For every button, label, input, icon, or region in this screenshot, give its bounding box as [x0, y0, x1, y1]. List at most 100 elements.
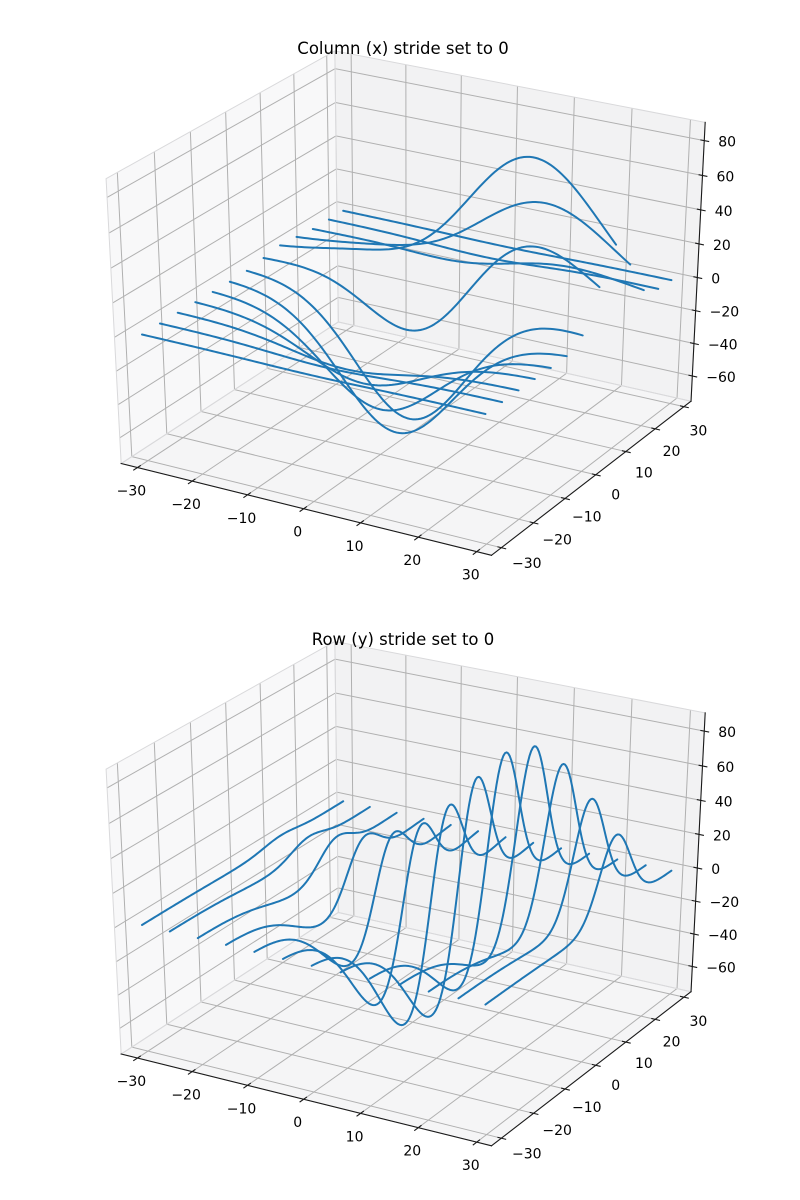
wireframe-line — [228, 280, 568, 435]
y-tick-label: 0 — [611, 1078, 620, 1094]
x-tick-label: −10 — [227, 511, 257, 527]
y-tick-label: −20 — [542, 533, 572, 549]
tick-mark — [187, 1068, 196, 1075]
wireframe-line — [176, 311, 520, 392]
tick-mark — [700, 729, 710, 733]
tick-mark — [651, 427, 661, 431]
wireframe-line — [262, 245, 601, 332]
wireframe-line — [484, 833, 673, 1006]
tick-mark — [356, 1110, 365, 1117]
x-tick-label: 30 — [462, 568, 480, 584]
tick-mark — [679, 995, 689, 999]
x-axis-line — [120, 1053, 493, 1147]
z-tick-label: −20 — [710, 895, 740, 911]
tick-marks — [132, 729, 710, 1146]
z-tick-label: −60 — [706, 370, 736, 386]
tick-mark — [529, 1111, 539, 1116]
y-tick-label: 10 — [635, 465, 653, 481]
z-tick-label: 80 — [718, 135, 736, 151]
wireframe-line — [168, 805, 371, 933]
axis-lines — [120, 121, 706, 557]
x-tick-label: 10 — [346, 1129, 364, 1145]
tick-mark — [472, 1139, 481, 1146]
wireframe-line — [310, 803, 507, 1027]
tick-mark — [689, 342, 699, 346]
y-tick-label: 20 — [663, 444, 681, 460]
y-tick-label: 30 — [689, 1014, 707, 1030]
tick-mark — [472, 548, 481, 556]
tick-mark — [299, 505, 308, 513]
wireframe-line — [327, 218, 660, 290]
tick-labels: −30−20−100102030−30−20−100102030−60−40−2… — [117, 135, 740, 584]
wireframe-line — [295, 201, 632, 266]
tick-mark — [591, 1063, 601, 1067]
z-tick-label: 80 — [718, 725, 736, 741]
tick-mark — [691, 899, 701, 903]
tick-mark — [693, 276, 703, 280]
z-tick-label: 0 — [711, 862, 720, 878]
tick-mark — [694, 833, 705, 836]
wireframe-line — [427, 762, 619, 993]
z-axis-line — [690, 712, 706, 993]
y-tick-label: −30 — [512, 1147, 542, 1163]
x-tick-label: 20 — [403, 1144, 421, 1160]
wireframe-line — [196, 811, 398, 940]
tick-mark — [243, 492, 252, 499]
axis-lines — [120, 712, 706, 1147]
z-tick-label: −20 — [710, 305, 740, 321]
tick-mark — [413, 1124, 422, 1132]
tick-mark — [497, 546, 507, 550]
wireframe-line — [457, 797, 647, 1000]
tick-mark — [679, 405, 689, 409]
wireframe-line — [398, 745, 591, 987]
wireframe — [140, 155, 673, 435]
y-tick-label: 0 — [611, 487, 620, 503]
tick-mark — [621, 450, 631, 454]
x-tick-label: 0 — [293, 1115, 302, 1131]
x-tick-label: −10 — [227, 1101, 257, 1117]
tick-mark — [698, 764, 708, 768]
plot-title-top: Column (x) stride set to 0 — [297, 39, 509, 58]
tick-mark — [696, 208, 706, 212]
tick-mark — [621, 1040, 631, 1044]
plot3d-canvas-top: −30−20−100102030−30−20−100102030−60−40−2… — [105, 50, 740, 584]
tick-mark — [688, 374, 698, 378]
x-tick-label: −30 — [117, 1074, 147, 1090]
wireframe — [140, 745, 673, 1027]
tick-mark — [694, 242, 705, 246]
y-tick-label: 10 — [635, 1056, 653, 1072]
tick-labels: −30−20−100102030−30−20−100102030−60−40−2… — [117, 725, 740, 1174]
wireframe-line — [281, 822, 480, 1007]
wireframe-line — [140, 333, 487, 416]
plot-title-bottom: Row (y) stride set to 0 — [311, 630, 495, 649]
tick-mark — [693, 866, 703, 870]
tick-mark — [651, 1017, 661, 1022]
tick-mark — [132, 464, 142, 471]
y-axis-line — [490, 990, 692, 1147]
pane-back — [334, 50, 706, 402]
z-tick-label: 60 — [716, 169, 734, 185]
tick-mark — [187, 478, 196, 485]
tick-mark — [497, 1136, 507, 1140]
z-axis-line — [690, 121, 706, 402]
z-tick-label: 0 — [711, 272, 720, 288]
tick-mark — [689, 932, 699, 936]
tick-mark — [529, 521, 539, 525]
tick-marks — [132, 139, 710, 556]
y-tick-label: −10 — [572, 510, 602, 526]
pane-left — [106, 50, 339, 464]
wireframe-line — [279, 155, 618, 251]
tick-mark — [356, 520, 365, 527]
x-tick-label: 20 — [403, 553, 421, 569]
y-tick-label: 20 — [663, 1035, 681, 1051]
x-tick-label: −20 — [171, 1088, 201, 1104]
y-tick-label: −20 — [542, 1123, 572, 1139]
pane-left — [106, 641, 339, 1055]
z-tick-label: −40 — [708, 338, 738, 354]
z-tick-label: −60 — [706, 960, 736, 976]
tick-mark — [560, 1087, 570, 1091]
x-axis-line — [120, 462, 493, 556]
x-tick-label: −20 — [171, 497, 201, 513]
wireframe-line — [339, 775, 535, 1018]
